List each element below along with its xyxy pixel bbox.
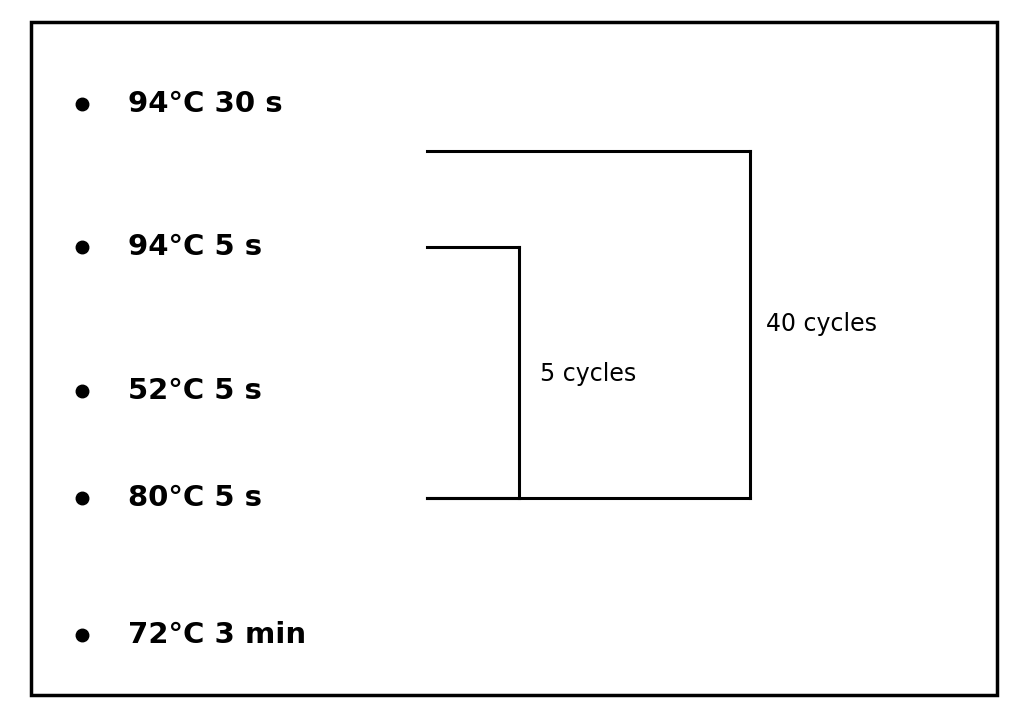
Text: 40 cycles: 40 cycles [766, 312, 877, 336]
Text: 80°C 5 s: 80°C 5 s [128, 484, 262, 513]
Text: 72°C 3 min: 72°C 3 min [128, 620, 306, 649]
Text: 52°C 5 s: 52°C 5 s [128, 376, 262, 405]
Text: 94°C 30 s: 94°C 30 s [128, 90, 283, 118]
Text: 94°C 5 s: 94°C 5 s [128, 233, 262, 262]
Text: 5 cycles: 5 cycles [540, 362, 636, 386]
